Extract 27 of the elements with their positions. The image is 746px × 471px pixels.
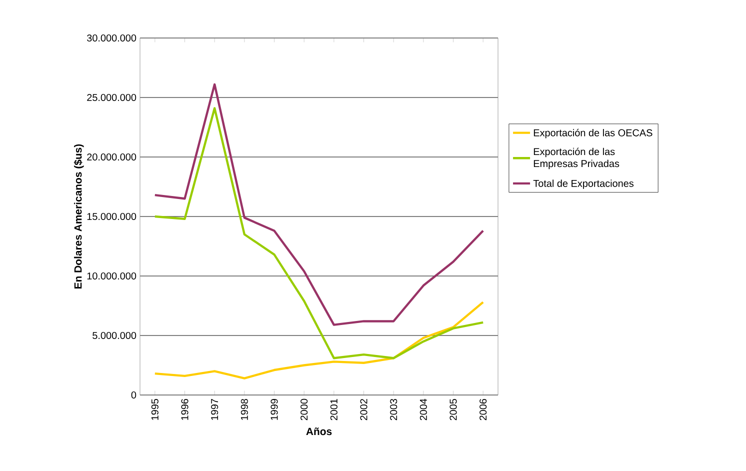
y-tick-label: 0 [131,391,136,399]
x-tick-label: 2003 [390,398,398,420]
line-series [154,301,484,380]
x-tick-label: 2001 [330,399,338,420]
y-tick-label: 5.000.000 [92,332,136,340]
x-tick-label: 1998 [240,398,248,420]
x-tick-label: 1996 [181,398,188,420]
y-tick-label: 25.000.000 [87,94,136,102]
x-tick-label: 2000 [300,398,308,420]
y-axis-title: En Dolares Americanos ($us) [74,144,84,288]
y-tick-label: 30.000.000 [86,34,136,42]
x-tick-label: 1995 [151,398,158,420]
line-series [154,83,484,326]
x-tick-label: 2004 [420,398,427,420]
x-tick-label: 2005 [450,398,457,420]
line-series [154,107,484,360]
legend-label: Exportación de las OECAS [534,128,652,138]
x-tick-label: 2006 [480,398,487,420]
y-tick-label: 20.000.000 [87,153,136,161]
x-tick-label: 1997 [211,399,218,420]
legend-label: Total de Exportaciones [533,180,634,189]
x-tick-label: 2002 [360,399,368,420]
y-tick-label: 15.000.000 [87,212,136,220]
x-tick-label: 1999 [270,398,278,420]
x-axis-title: Años [306,428,332,436]
legend-label: Exportación de las Empresas Privadas [534,148,620,170]
y-tick-label: 10.000.000 [87,272,136,280]
